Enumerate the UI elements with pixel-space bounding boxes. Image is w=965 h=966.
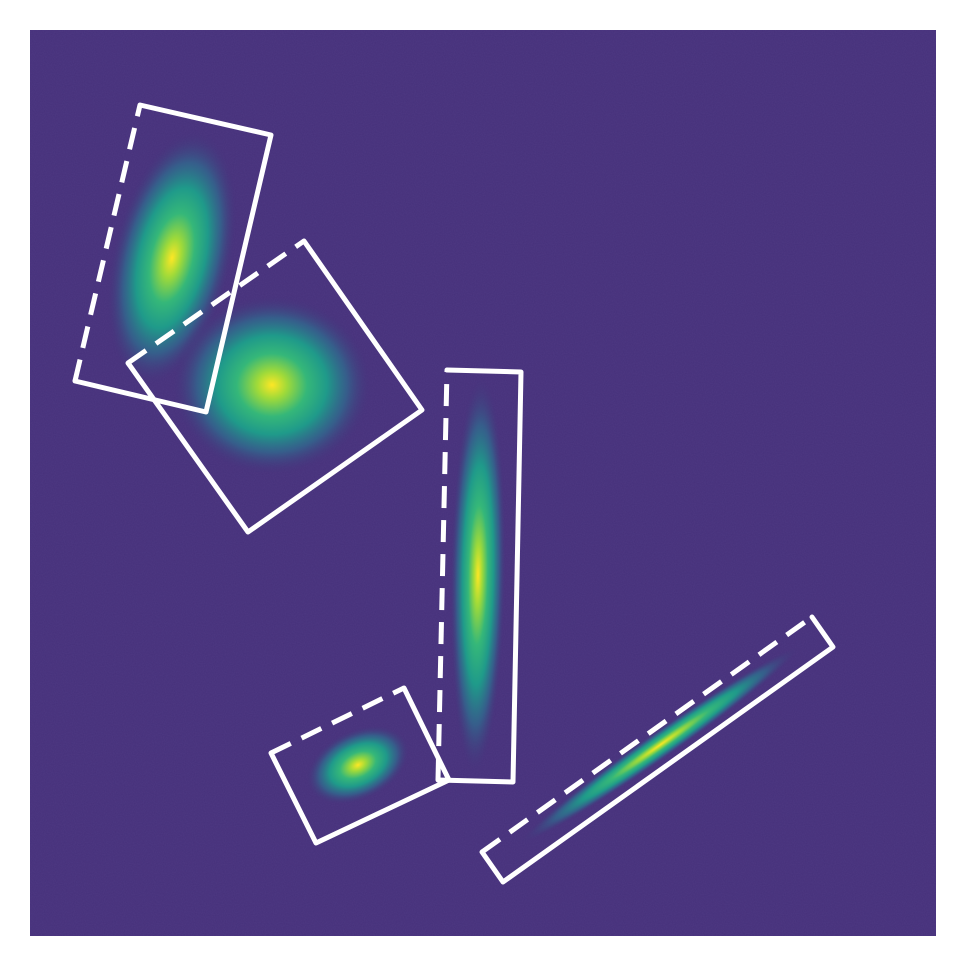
box [268, 685, 452, 846]
blob [449, 375, 507, 775]
box-dashed-edge [126, 238, 306, 366]
box [72, 102, 274, 415]
box-dashed-edge [72, 104, 143, 382]
box [435, 367, 524, 785]
box [479, 614, 836, 885]
blob [520, 646, 800, 844]
blob [306, 725, 410, 805]
blob [172, 295, 372, 475]
box-dashed-edge [269, 685, 406, 756]
box [125, 238, 425, 535]
box-dashed-edge [435, 369, 450, 781]
